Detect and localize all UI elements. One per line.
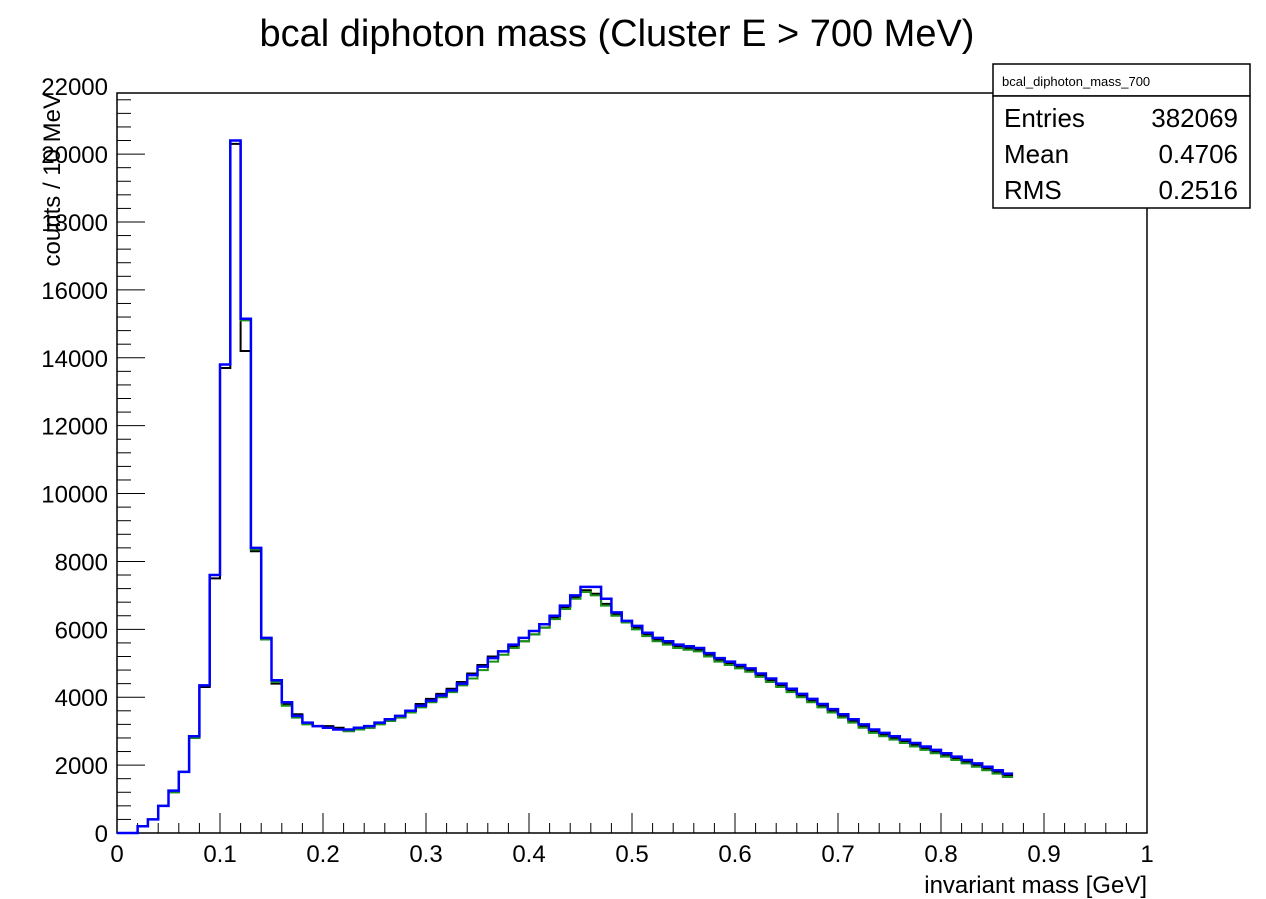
stats-mean-label: Mean (1004, 139, 1069, 169)
y-tick-label: 14000 (41, 346, 108, 373)
tick-labels: 0 0.1 0.2 0.3 0.4 0.5 0.6 0.7 0.8 0.9 1 0 2000 4000 60… (41, 74, 1153, 868)
y-tick-label: 20000 (41, 142, 108, 169)
y-tick-label: 0 (95, 821, 108, 848)
x-tick-label: 0.3 (409, 841, 442, 868)
stats-box-body (992, 95, 1251, 209)
y-tick-label: 10000 (41, 482, 108, 509)
y-tick-label: 8000 (55, 549, 108, 576)
x-tick-label: 0.8 (924, 841, 957, 868)
x-tick-label: 0.7 (821, 841, 854, 868)
stats-box-name: bcal_diphoton_mass_700 (1002, 74, 1150, 89)
y-tick-label: 2000 (55, 753, 108, 780)
stats-rms-value: 0.2516 (1158, 175, 1238, 205)
y-tick-label: 16000 (41, 278, 108, 305)
x-tick-label: 0.9 (1027, 841, 1060, 868)
x-tick-label: 0 (110, 841, 123, 868)
histogram-series-3 (117, 139, 1014, 835)
y-tick-label: 4000 (55, 685, 108, 712)
y-axis-title: counts / 10 MeV (39, 93, 66, 266)
stats-mean-value: 0.4706 (1158, 139, 1238, 169)
x-tick-label: 0.4 (512, 841, 545, 868)
x-axis-title: invariant mass [GeV] (924, 872, 1147, 899)
y-tick-label: 22000 (41, 74, 108, 101)
x-tick-label: 1 (1140, 841, 1153, 868)
y-tick-label: 12000 (41, 414, 108, 441)
chart-title: bcal diphoton mass (Cluster E > 700 MeV) (260, 13, 975, 55)
y-tick-label: 6000 (55, 617, 108, 644)
x-tick-label: 0.1 (203, 841, 236, 868)
stats-entries-value: 382069 (1151, 103, 1238, 133)
x-tick-label: 0.5 (615, 841, 648, 868)
axis-ticks (116, 99, 1148, 834)
stats-entries-label: Entries (1004, 103, 1085, 133)
x-tick-label: 0.6 (718, 841, 751, 868)
histogram-layer (117, 139, 1014, 835)
plot-frame (116, 92, 1148, 834)
y-tick-label: 18000 (41, 210, 108, 237)
x-tick-label: 0.2 (306, 841, 339, 868)
stats-rms-label: RMS (1004, 175, 1062, 205)
stats-box-header (992, 63, 1251, 97)
stats-box: bcal_diphoton_mass_700 Entries 382069 Me… (992, 63, 1251, 209)
